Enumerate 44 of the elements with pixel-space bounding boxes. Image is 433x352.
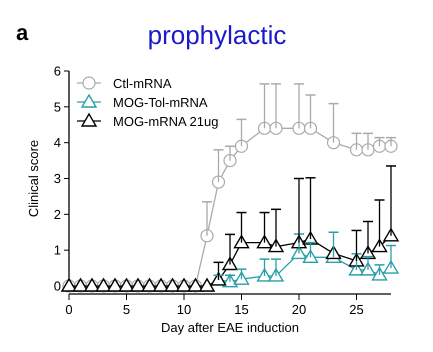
- legend-label: Ctl-mRNA: [113, 76, 172, 91]
- y-tick-label: 1: [54, 242, 61, 258]
- point: [383, 228, 399, 242]
- point: [258, 122, 272, 135]
- point: [326, 136, 340, 150]
- y-tick-label: 5: [54, 99, 61, 114]
- point: [361, 143, 375, 156]
- point: [222, 256, 238, 270]
- point: [268, 238, 284, 252]
- x-tick-label: 20: [292, 302, 306, 317]
- point: [360, 262, 376, 276]
- point: [234, 140, 248, 153]
- point: [372, 267, 388, 281]
- point: [269, 122, 283, 135]
- chart-title: prophylactic: [148, 20, 286, 50]
- point: [234, 271, 250, 285]
- y-axis-title: Clinical score: [26, 140, 41, 218]
- point: [212, 175, 226, 189]
- point: [304, 122, 318, 135]
- y-tick-label: 2: [54, 206, 61, 222]
- point: [200, 229, 214, 242]
- text: a: [16, 20, 29, 45]
- x-axis-title: Day after EAE induction: [160, 320, 300, 335]
- x-tick-label: 15: [234, 302, 249, 317]
- y-tick-label: 3: [54, 171, 61, 186]
- point: [383, 260, 399, 274]
- legend-label: MOG-Tol-mRNA: [113, 95, 208, 110]
- x-tick-label: 25: [349, 302, 364, 317]
- y-tick-label: 6: [54, 64, 61, 78]
- point: [234, 234, 250, 248]
- x-tick-label: 5: [122, 302, 130, 317]
- point: [350, 143, 364, 156]
- point: [268, 268, 284, 282]
- point: [372, 140, 386, 153]
- point: [302, 250, 318, 264]
- y-tick-label: 0: [54, 278, 61, 294]
- y-tick-label: 4: [54, 135, 61, 150]
- point: [223, 154, 237, 168]
- point: [292, 122, 306, 135]
- x-tick-label: 0: [65, 302, 73, 317]
- point: [256, 234, 272, 248]
- x-tick-label: 10: [176, 302, 192, 317]
- point: [372, 238, 388, 252]
- legend-label: MOG-mRNA 21ug: [113, 114, 218, 129]
